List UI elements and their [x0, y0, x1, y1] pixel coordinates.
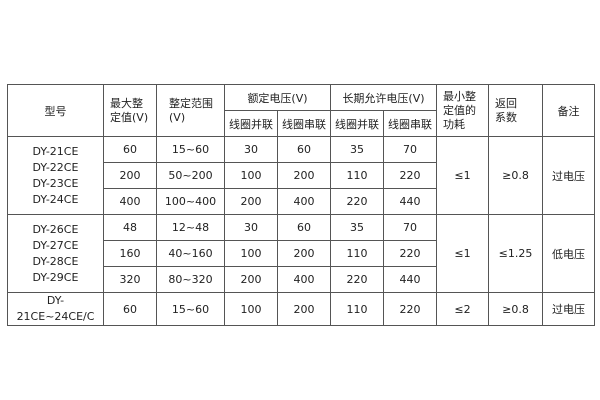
value-cell: 100 — [224, 292, 278, 326]
table-row: 320 80~320 200 400 220 440 — [8, 266, 595, 293]
value-cell: 60 — [103, 292, 157, 326]
value-cell: 60 — [277, 136, 331, 163]
header-long-parallel: 线圈并联 — [330, 110, 384, 137]
value-cell: 220 — [383, 162, 437, 189]
header-rated-voltage: 额定电压(V) — [224, 84, 331, 111]
value-cell: 220 — [330, 266, 384, 293]
value-cell: 220 — [330, 188, 384, 215]
model-name: DY-21CE — [32, 144, 79, 158]
value-cell: 35 — [330, 136, 384, 163]
value-cell: 30 — [224, 214, 278, 241]
value-cell: 80~320 — [156, 266, 225, 293]
table-row: 200 50~200 100 200 110 220 — [8, 162, 595, 189]
value-cell: 70 — [383, 214, 437, 241]
remark-cell: 过电压 — [542, 292, 595, 326]
value-cell: 60 — [103, 136, 157, 163]
table-row: DY-21CE~24CE/C 60 15~60 100 200 110 220 ≤2 ≥0.8 过… — [7, 292, 595, 326]
value-cell: 440 — [383, 188, 437, 215]
value-cell: 48 — [103, 214, 157, 241]
table-row: DY-26CE DY-27CE DY-28CE DY-29CE 48 12~48 30 60 3… — [7, 214, 595, 293]
header-row-2: 线圈并联 线圈串联 线圈并联 线圈串联 — [8, 110, 595, 137]
model-name: DY-24CE — [32, 192, 79, 206]
header-long-series: 线圈串联 — [383, 110, 437, 137]
model-cell: DY-26CE DY-27CE DY-28CE DY-29CE — [7, 214, 104, 293]
table-row: DY-21CE DY-22CE DY-23CE DY-24CE 60 15~60 30 60 3… — [7, 136, 595, 215]
value-cell: 110 — [330, 162, 384, 189]
value-cell: 200 — [224, 188, 278, 215]
value-cell: 12~48 — [156, 214, 225, 241]
header-long-term-voltage: 长期允许电压(V) — [330, 84, 437, 111]
value-cell: 200 — [224, 266, 278, 293]
value-cell: 220 — [383, 240, 437, 267]
header-model: 型号 — [7, 84, 104, 137]
model-cell: DY-21CE~24CE/C — [7, 292, 104, 326]
value-cell: 220 — [383, 292, 437, 326]
model-name: DY-23CE — [32, 176, 79, 190]
header-row-1: 型号 最大整 定值(V) 整定范围 (V) 额定电压(V) 长期允许电压(V) 最小… — [7, 84, 595, 137]
table-row: 160 40~160 100 200 110 220 — [8, 240, 595, 267]
return-coef-cell: ≤1.25 — [488, 214, 543, 293]
table-row: 400 100~400 200 400 220 440 — [8, 188, 595, 215]
value-cell: 100~400 — [156, 188, 225, 215]
value-cell: 15~60 — [156, 136, 225, 163]
header-remark: 备注 — [542, 84, 595, 137]
value-cell: 60 — [277, 214, 331, 241]
return-coef-cell: ≥0.8 — [488, 292, 543, 326]
model-name: DY-26CE — [32, 222, 79, 236]
value-cell: 320 — [103, 266, 157, 293]
min-power-cell: ≤1 — [436, 214, 489, 293]
remark-cell: 低电压 — [542, 214, 595, 293]
value-cell: 100 — [224, 240, 278, 267]
value-cell: 110 — [330, 292, 384, 326]
model-cell: DY-21CE DY-22CE DY-23CE DY-24CE — [7, 136, 104, 215]
remark-cell: 过电压 — [542, 136, 595, 215]
return-coef-cell: ≥0.8 — [488, 136, 543, 215]
value-cell: 70 — [383, 136, 437, 163]
model-name: DY-21CE~24CE/C — [16, 294, 95, 323]
value-cell: 30 — [224, 136, 278, 163]
value-cell: 35 — [330, 214, 384, 241]
value-cell: 15~60 — [156, 292, 225, 326]
header-setting-range: 整定范围 (V) — [156, 84, 225, 137]
model-name: DY-28CE — [32, 254, 79, 268]
value-cell: 400 — [277, 188, 331, 215]
min-power-cell: ≤1 — [436, 136, 489, 215]
model-name: DY-22CE — [32, 160, 79, 174]
value-cell: 200 — [277, 240, 331, 267]
value-cell: 160 — [103, 240, 157, 267]
value-cell: 440 — [383, 266, 437, 293]
value-cell: 110 — [330, 240, 384, 267]
header-rated-series: 线圈串联 — [277, 110, 331, 137]
value-cell: 40~160 — [156, 240, 225, 267]
value-cell: 200 — [277, 162, 331, 189]
min-power-cell: ≤2 — [436, 292, 489, 326]
header-rated-parallel: 线圈并联 — [224, 110, 278, 137]
model-name: DY-29CE — [32, 270, 79, 284]
header-min-power: 最小整 定值的 功耗 — [436, 84, 489, 137]
model-name: DY-27CE — [32, 238, 79, 252]
value-cell: 400 — [103, 188, 157, 215]
spec-table: 型号 最大整 定值(V) 整定范围 (V) 额定电压(V) 长期允许电压(V) 最小… — [7, 84, 595, 326]
header-return-coef: 返回 系数 — [488, 84, 543, 137]
value-cell: 400 — [277, 266, 331, 293]
value-cell: 50~200 — [156, 162, 225, 189]
value-cell: 200 — [277, 292, 331, 326]
value-cell: 100 — [224, 162, 278, 189]
header-max-setting: 最大整 定值(V) — [103, 84, 157, 137]
value-cell: 200 — [103, 162, 157, 189]
